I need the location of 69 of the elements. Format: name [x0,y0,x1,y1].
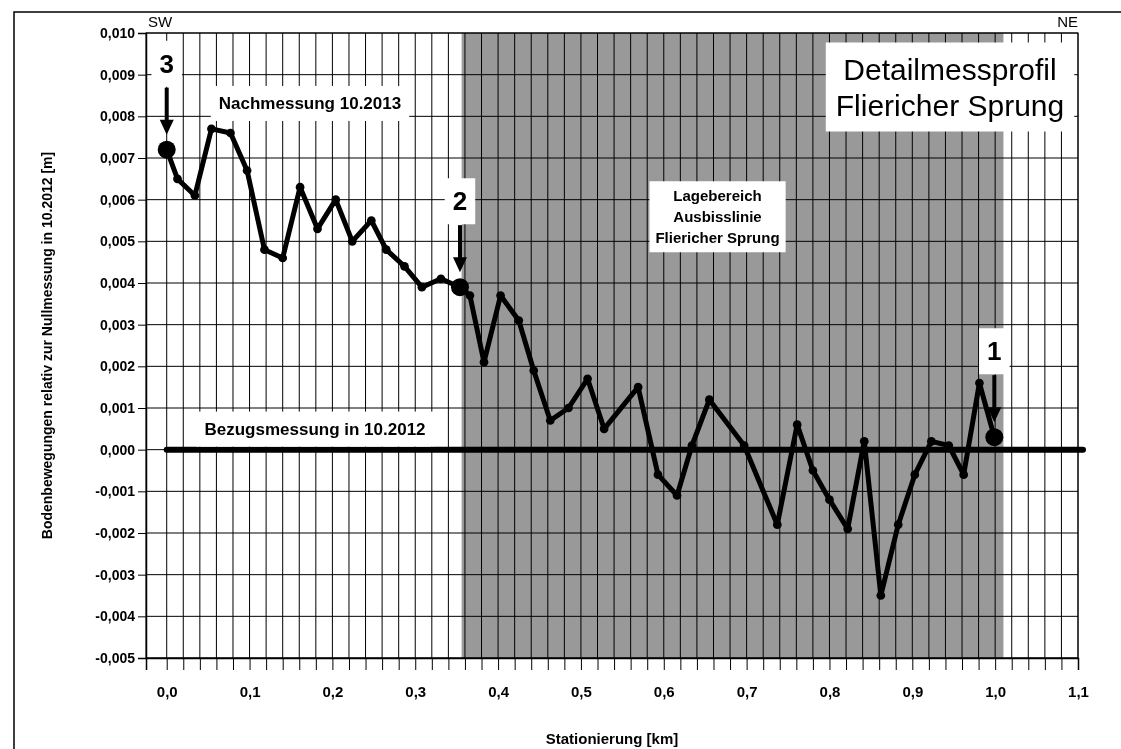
point [242,166,252,175]
point [564,403,573,413]
point [436,274,446,284]
point [633,382,643,392]
point [260,245,269,255]
point [514,316,524,325]
point [843,524,853,534]
y-tick-label: 0,006 [99,191,136,208]
x-tick-label: 1,1 [1068,683,1089,700]
annotation: 3 [159,48,174,79]
x-tick-label: 0,7 [736,683,758,700]
x-tick-label: 1,0 [985,683,1007,700]
band-label: Lagebereich Ausbisslinie Fliericher Sprung [655,187,780,247]
x-tick-label: 0,3 [405,683,427,700]
y-tick-label: 0,000 [99,441,136,458]
point [417,282,427,292]
y-axis-title: Bodenbewegungen relativ zur Nullmessung in 10.2012 [m] [39,151,55,540]
x-tick-label: 0,2 [322,683,344,700]
y-tick-label: 0,009 [99,66,136,83]
point [959,470,969,480]
point [278,253,288,263]
point [381,245,391,255]
y-tick-label: 0,007 [99,149,136,166]
point [653,470,663,480]
point [400,261,409,271]
x-tick-label: 0,1 [239,683,261,700]
point [207,124,216,134]
point [545,416,555,425]
point [772,520,782,530]
point [808,466,818,475]
point [910,470,920,480]
y-tick-label: -0,002 [95,524,136,541]
annotation: 1 [987,336,1002,367]
text: SW [148,13,173,30]
point [975,378,984,388]
x-tick-label: 0,8 [819,683,841,700]
y-tick-label: -0,005 [95,649,136,666]
x-tick-label: 0,6 [653,683,675,700]
series-label: Nachmessung 10.2013 [218,93,402,113]
y-tick-label: 0,001 [99,399,136,416]
point [496,291,505,300]
point [927,436,936,446]
point [529,366,539,375]
x-tick-label: 0,4 [488,683,510,700]
y-tick-label: -0,001 [95,483,136,500]
x-tick-label: 0,5 [571,683,592,700]
y-tick-label: 0,003 [99,316,136,333]
point [173,174,182,184]
y-tick-label: 0,004 [99,274,136,291]
point [190,191,200,200]
y-tick-label: 0,002 [99,358,136,375]
point [859,436,869,446]
point [876,591,886,600]
point [825,495,834,505]
x-tick-label: 0,9 [902,683,924,700]
y-tick-label: -0,004 [95,608,136,625]
y-tick-label: 0,010 [99,24,136,41]
point [893,520,903,530]
annotation: 2 [452,186,468,217]
text: NE [1057,13,1078,30]
text: Detailmessprofil Fliericher Sprung [835,52,1065,122]
point [465,291,475,300]
ref-line-label: Bezugsmessung in 10.2012 [204,419,426,439]
point [226,128,235,138]
x-axis-title: Stationierung [km] [545,730,679,747]
y-tick-label: 0,005 [99,233,136,250]
x-tick-label: 0,0 [156,683,178,700]
y-tick-label: 0,008 [99,108,136,125]
y-tick-label: -0,003 [95,566,136,583]
